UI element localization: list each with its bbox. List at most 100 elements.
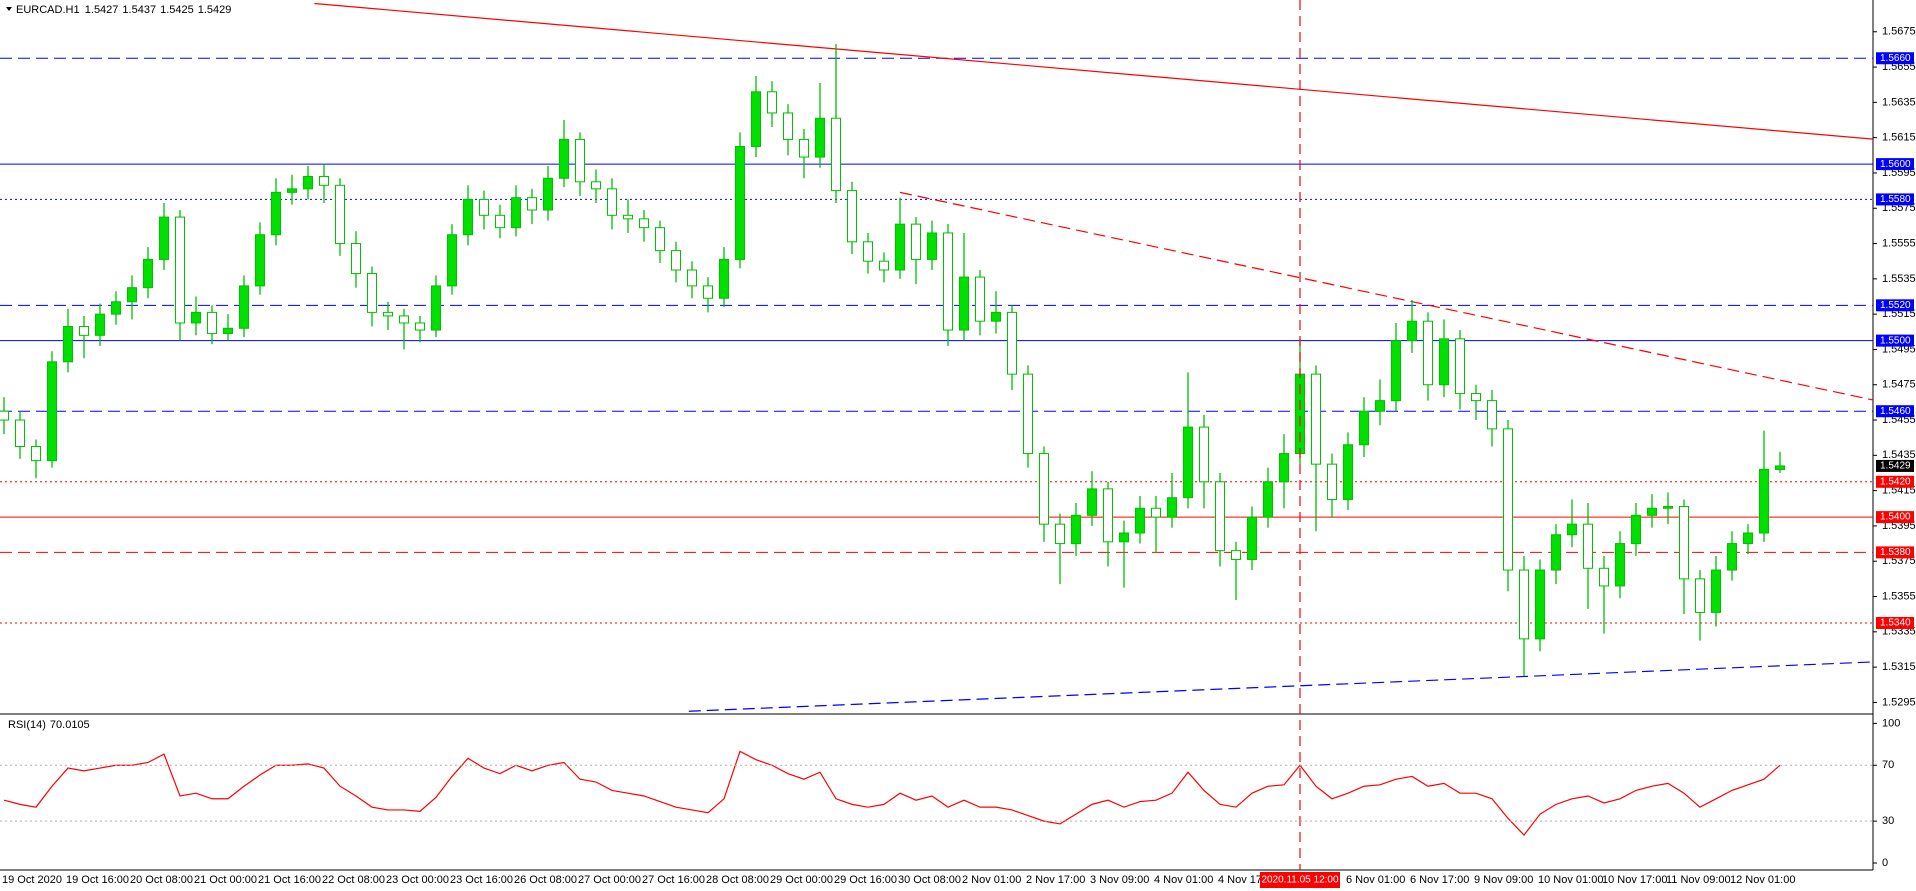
- candle-body: [1471, 393, 1481, 402]
- y-tick-label: 100: [1882, 717, 1900, 729]
- x-tick-label: 12 Nov 01:00: [1730, 874, 1795, 886]
- candle-body: [383, 311, 393, 317]
- candle-body: [1055, 523, 1065, 545]
- candle-body: [1119, 532, 1129, 543]
- candle-body: [527, 197, 537, 211]
- candle-body: [735, 145, 745, 260]
- level-label-box: [1876, 299, 1914, 312]
- level-label-box: [1876, 475, 1914, 488]
- candle-body: [591, 181, 601, 190]
- candle-body: [1103, 488, 1113, 543]
- x-tick-label: 19 Oct 16:00: [66, 874, 129, 886]
- rsi-legend: RSI(14) 70.0105: [8, 719, 90, 731]
- candle-body: [1375, 400, 1385, 412]
- x-tick-label: 29 Oct 16:00: [834, 874, 897, 886]
- y-tick-label: 1.5475: [1882, 379, 1916, 391]
- level-label: 1.5660: [1880, 53, 1911, 64]
- candle-body: [991, 311, 1001, 322]
- y-tick-label: 1.5615: [1882, 132, 1916, 144]
- ohlc-high: 1.5437: [122, 4, 156, 16]
- y-tick-label: 1.5675: [1882, 26, 1916, 38]
- x-tick-label: 10 Nov 17:00: [1602, 874, 1667, 886]
- level-label-box: [1876, 546, 1914, 559]
- x-tick-label: 26 Oct 08:00: [514, 874, 577, 886]
- candle-body: [1423, 320, 1433, 386]
- candle-body: [1679, 506, 1689, 580]
- candle-body: [1503, 428, 1513, 571]
- candle-body: [703, 285, 713, 299]
- y-tick-label: 0: [1882, 857, 1888, 869]
- candle-body: [31, 446, 41, 462]
- candle-body: [543, 177, 553, 211]
- candle-body: [575, 138, 585, 183]
- x-tick-label: 27 Oct 16:00: [642, 874, 705, 886]
- candle-body: [1455, 338, 1465, 395]
- x-tick-label: 4 Nov 01:00: [1154, 874, 1213, 886]
- chart-header: EURCAD.H1 1.5427 1.5437 1.5425 1.5429: [16, 4, 231, 16]
- candle-body: [223, 327, 233, 335]
- candle-body: [1215, 481, 1225, 552]
- trend-line: [899, 191, 1873, 401]
- candle-body: [463, 198, 473, 236]
- candle-body: [1599, 567, 1609, 587]
- collapse-icon[interactable]: [6, 7, 12, 11]
- candle-body: [927, 232, 937, 260]
- candle-body: [1695, 578, 1705, 613]
- x-tick-label: 23 Oct 16:00: [450, 874, 513, 886]
- candle-body: [943, 232, 953, 331]
- candle-body: [911, 223, 921, 260]
- level-label: 1.5580: [1880, 194, 1911, 205]
- candle-body: [1039, 453, 1049, 525]
- level-label-box: [1876, 158, 1914, 171]
- price-label: 1.5429: [1880, 461, 1911, 472]
- y-tick-label: 1.5315: [1882, 661, 1916, 673]
- candle-body: [303, 175, 313, 190]
- candle-body: [1007, 311, 1017, 375]
- candle-body: [1711, 569, 1721, 613]
- x-tick-label: 23 Oct 00:00: [386, 874, 449, 886]
- crosshair-label-box: [1260, 872, 1340, 888]
- candle-body: [1327, 463, 1337, 500]
- candle-body: [1551, 534, 1561, 571]
- candle-body: [1519, 569, 1529, 640]
- rsi-value: 70.0105: [50, 719, 90, 731]
- candle-body: [639, 218, 649, 229]
- candle-body: [399, 315, 409, 324]
- candle-body: [1279, 453, 1289, 483]
- candle-body: [1167, 497, 1177, 518]
- candle-body: [1631, 514, 1641, 545]
- x-tick-label: 21 Oct 00:00: [194, 874, 257, 886]
- y-tick-label: 1.5555: [1882, 237, 1916, 249]
- candle-body: [479, 198, 489, 216]
- candle-body: [415, 322, 425, 331]
- level-label: 1.5460: [1880, 406, 1911, 417]
- x-tick-label: 6 Nov 17:00: [1410, 874, 1469, 886]
- trend-line: [314, 2, 1873, 140]
- candle-body: [1391, 340, 1401, 402]
- candle-body: [367, 273, 377, 313]
- level-label: 1.5380: [1880, 547, 1911, 558]
- candle-body: [847, 190, 857, 243]
- candle-body: [95, 313, 105, 336]
- candle-body: [47, 361, 57, 462]
- candle-body: [15, 419, 25, 448]
- x-tick-label: 22 Oct 08:00: [322, 874, 385, 886]
- x-tick-label: 2 Nov 17:00: [1026, 874, 1085, 886]
- candle-body: [1727, 543, 1737, 571]
- candle-body: [687, 269, 697, 287]
- level-label: 1.5500: [1880, 335, 1911, 346]
- x-tick-label: 2 Nov 01:00: [962, 874, 1021, 886]
- x-tick-label: 19 Oct 2020: [2, 874, 62, 886]
- candle-body: [559, 138, 569, 179]
- candle-body: [431, 285, 441, 331]
- candle-body: [1247, 516, 1257, 560]
- candle-body: [1023, 373, 1033, 455]
- level-label: 1.5340: [1880, 618, 1911, 629]
- symbol: EURCAD.H1: [16, 4, 79, 16]
- candle-body: [959, 276, 969, 331]
- trend-line: [688, 661, 1873, 712]
- level-label-box: [1876, 193, 1914, 206]
- candle-body: [1775, 465, 1785, 470]
- candle-body: [719, 258, 729, 299]
- candle-body: [447, 234, 457, 287]
